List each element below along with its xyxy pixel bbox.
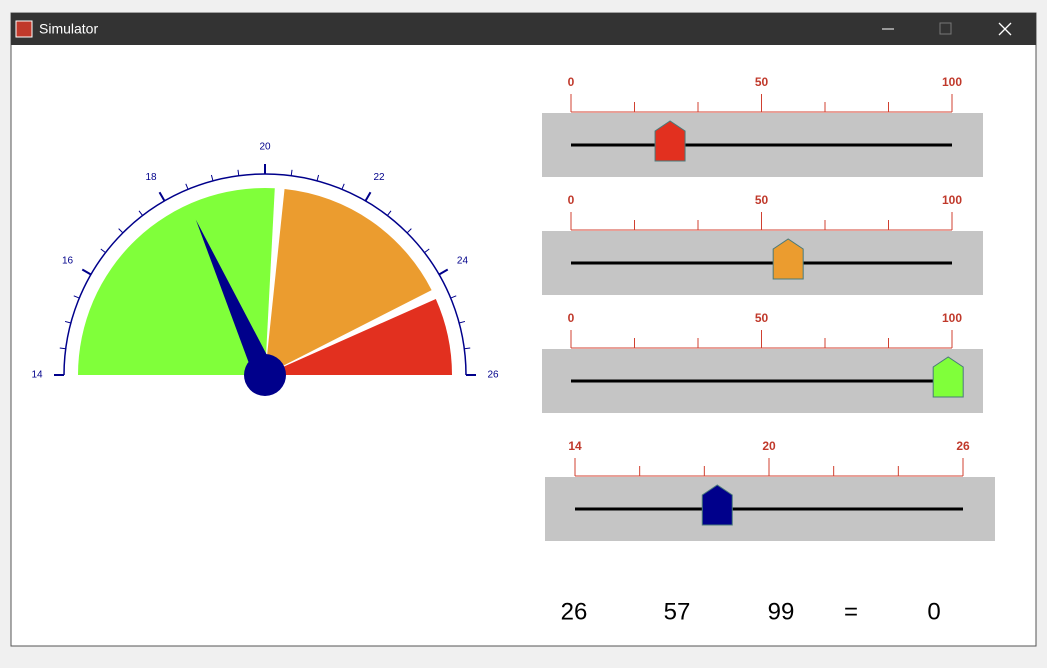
slider-tick-label: 100	[942, 75, 962, 89]
gauge-minor-tick	[100, 248, 106, 254]
slider-tick-label: 0	[568, 193, 575, 207]
gauge-minor-tick	[210, 174, 214, 181]
gauge-minor-tick	[64, 320, 71, 324]
gauge-minor-tick	[316, 174, 320, 181]
slider-thumb[interactable]	[772, 238, 804, 280]
gauge-tick-label: 20	[259, 142, 271, 153]
gauge-tick	[158, 191, 166, 202]
slider-tick-label: 26	[956, 439, 970, 453]
gauge-needle	[195, 219, 276, 380]
gauge-minor-tick	[464, 347, 471, 350]
slider-tick-label: 100	[942, 311, 962, 325]
slider-tick-label: 0	[568, 75, 575, 89]
gauge-tick-label: 18	[145, 172, 157, 183]
gauge-zone	[265, 189, 432, 375]
gauge-hub	[244, 354, 286, 396]
slider-tick-label: 50	[755, 75, 769, 89]
gauge-minor-tick	[386, 210, 392, 216]
readout-equals: =	[844, 598, 858, 625]
gauge-minor-tick	[73, 295, 80, 299]
gauge-minor-tick	[290, 169, 293, 176]
window-title: Simulator	[39, 21, 98, 37]
slider-thumb[interactable]	[932, 356, 964, 398]
readout-value: 57	[664, 598, 691, 625]
slider-tick-label: 50	[755, 193, 769, 207]
gauge-tick	[81, 268, 92, 276]
slider-thumb[interactable]	[701, 484, 733, 526]
app-icon	[15, 20, 33, 38]
maximize-button[interactable]	[939, 22, 952, 35]
gauge-minor-tick	[59, 347, 66, 350]
gauge-tick-label: 16	[62, 256, 74, 267]
readout-value: 26	[561, 598, 588, 625]
gauge-minor-tick	[341, 183, 345, 190]
gauge-zone	[78, 187, 275, 375]
title-bar	[11, 13, 1036, 45]
gauge-tick	[364, 191, 372, 202]
slider-tick-label: 50	[755, 311, 769, 325]
gauge-minor-tick	[138, 210, 144, 216]
slider-tick-label: 100	[942, 193, 962, 207]
gauge-tick-label: 22	[373, 172, 385, 183]
gauge-tick-label: 24	[457, 256, 469, 267]
slider-tick-label: 0	[568, 311, 575, 325]
gauge-minor-tick	[459, 320, 466, 324]
gauge-minor-tick	[237, 169, 240, 176]
gauge-tick	[438, 268, 449, 276]
slider-tick-label: 20	[762, 439, 776, 453]
gauge-minor-tick	[185, 183, 189, 190]
gauge-zone	[265, 298, 452, 375]
readout-result: 0	[927, 598, 940, 625]
gauge-minor-tick	[118, 228, 124, 234]
gauge-minor-tick	[406, 228, 412, 234]
close-button[interactable]	[998, 22, 1012, 36]
gauge-tick-label: 26	[487, 370, 499, 381]
slider-thumb[interactable]	[654, 120, 686, 162]
gauge-tick-label: 14	[31, 370, 43, 381]
readout-value: 99	[768, 598, 795, 625]
gauge-minor-tick	[450, 295, 457, 299]
slider-tick-label: 14	[568, 439, 582, 453]
gauge-minor-tick	[424, 248, 430, 254]
